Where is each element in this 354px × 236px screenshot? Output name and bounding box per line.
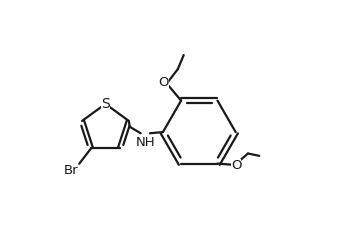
Text: Br: Br <box>64 164 78 177</box>
Text: S: S <box>101 97 110 111</box>
Text: NH: NH <box>136 136 155 149</box>
Text: O: O <box>159 76 169 89</box>
Text: O: O <box>231 159 241 172</box>
